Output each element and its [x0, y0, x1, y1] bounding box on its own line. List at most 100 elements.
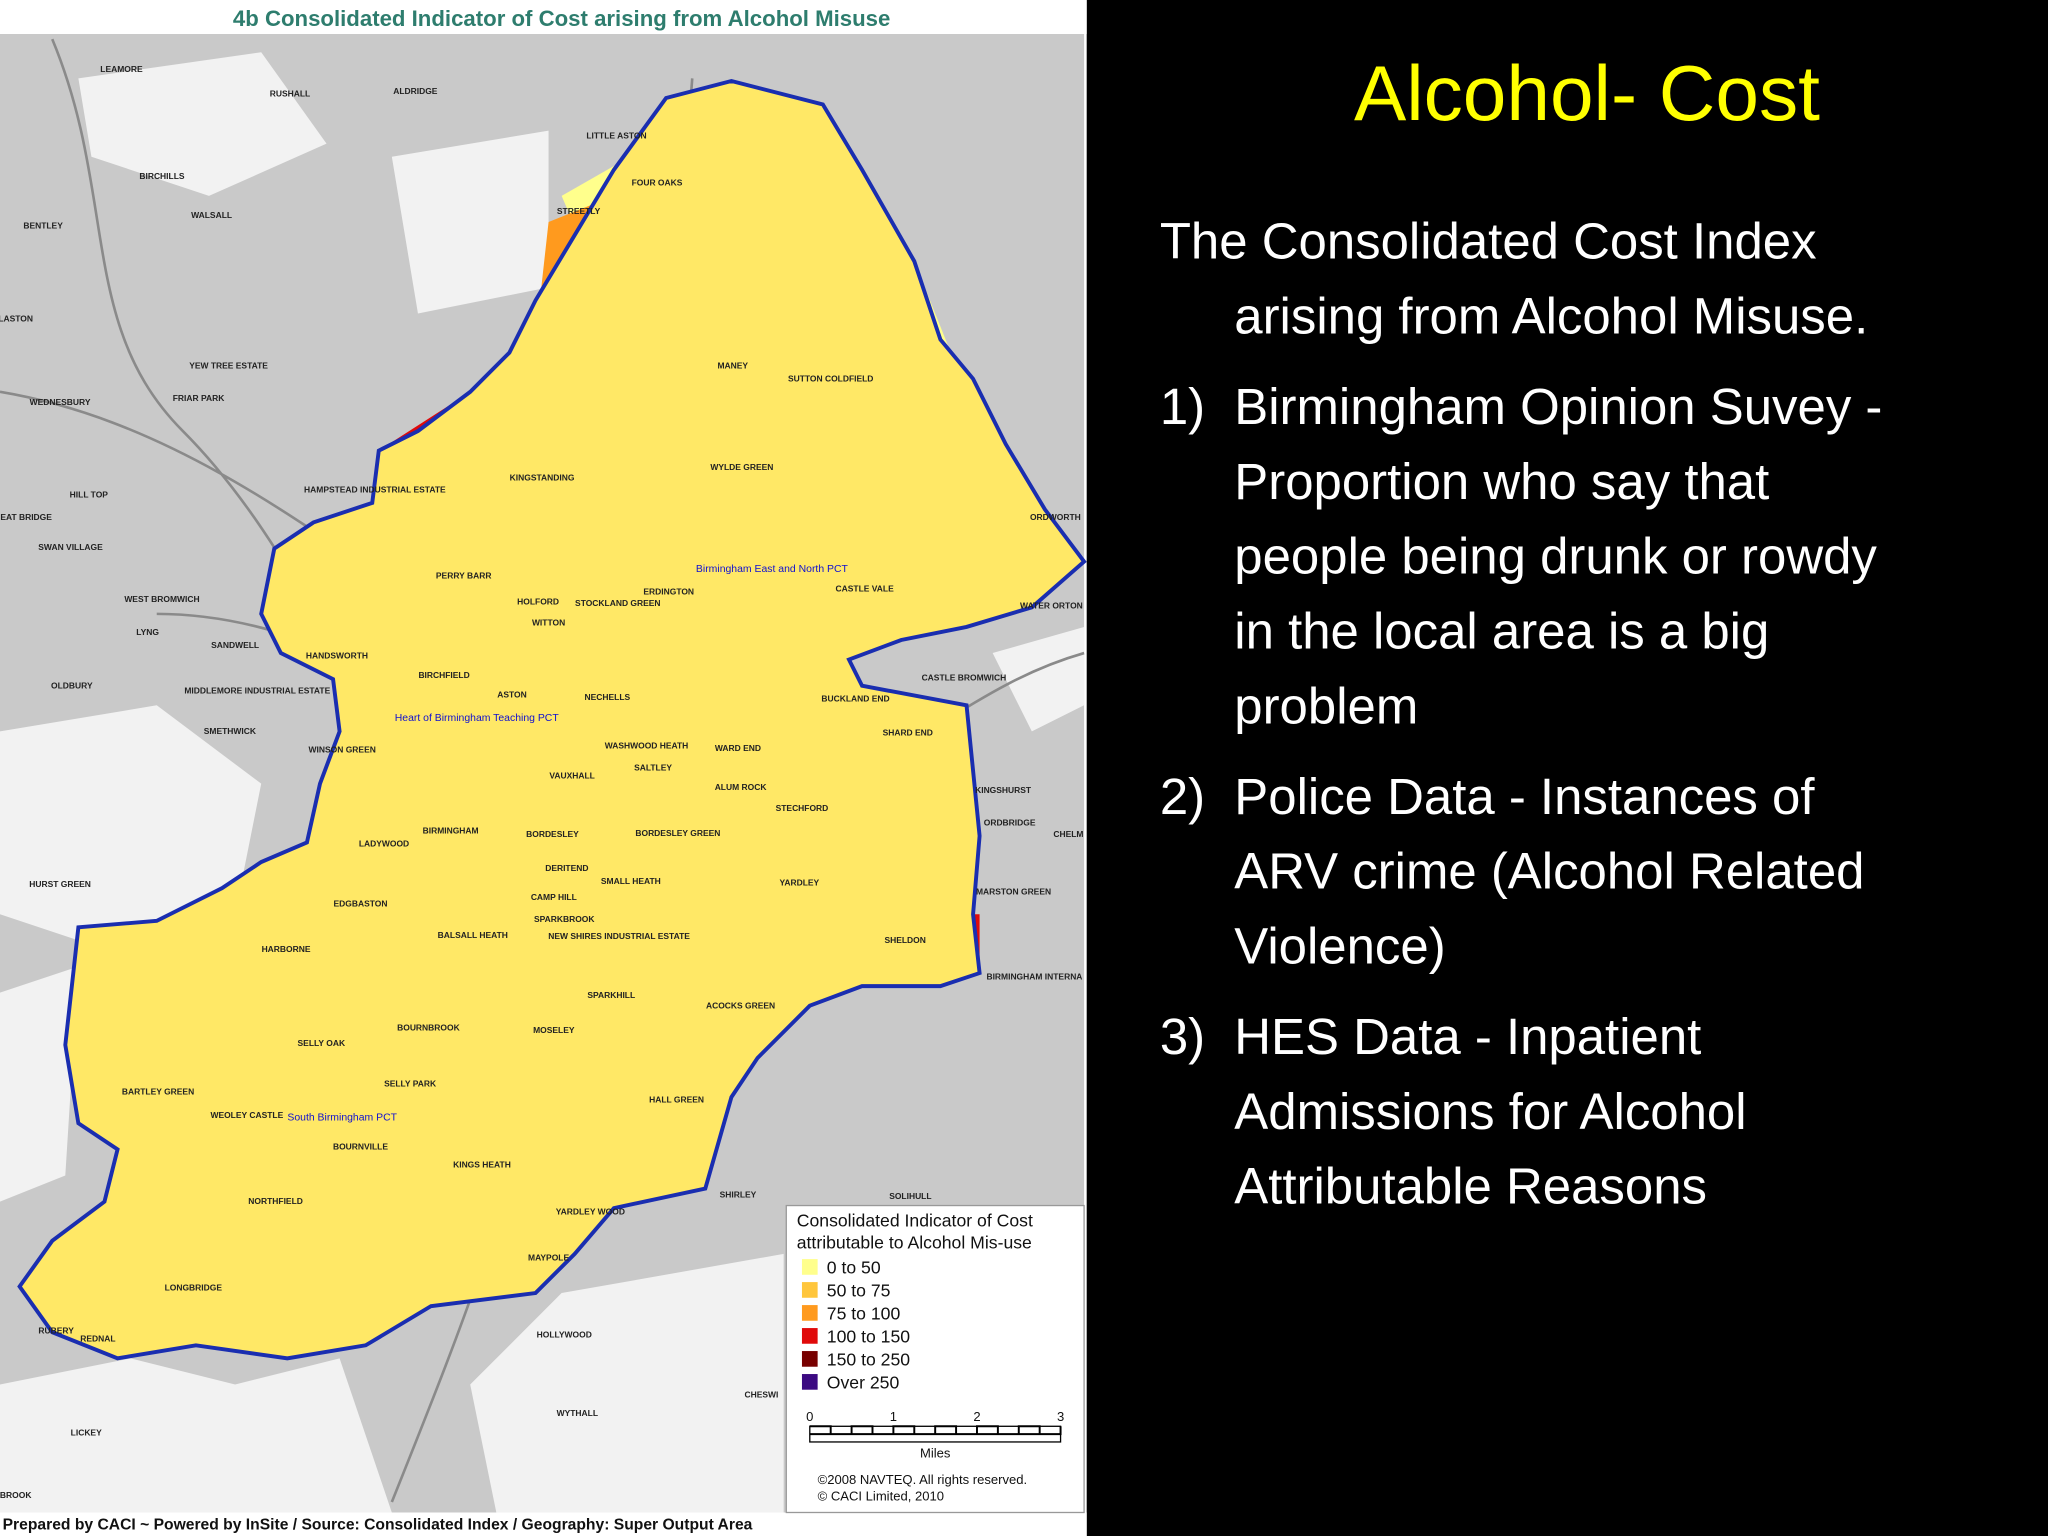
place-label: ORDWORTH — [1030, 512, 1081, 522]
place-label: MARSTON GREEN — [976, 887, 1051, 897]
map: 4b Consolidated Indicator of Cost arisin… — [0, 0, 1087, 1536]
place-label: WITTON — [532, 618, 565, 628]
legend-title: attributable to Alcohol Mis-use — [797, 1233, 1032, 1253]
place-label: SANDWELL — [211, 640, 259, 650]
place-label: HOLLYWOOD — [537, 1329, 592, 1339]
map-title-bar — [0, 0, 1087, 34]
place-label: ALDRIDGE — [393, 86, 438, 96]
copyright: ©2008 NAVTEQ. All rights reserved. — [818, 1472, 1028, 1487]
intro-line: arising from Alcohol Misuse. — [1234, 287, 1868, 344]
place-label: WASHWOOD HEATH — [605, 740, 689, 750]
scale-label: 1 — [890, 1409, 897, 1424]
item-number: 3) — [1160, 1008, 1205, 1065]
place-label: HILL TOP — [70, 490, 109, 500]
scale-unit: Miles — [920, 1446, 951, 1461]
place-label: WINSON GREEN — [309, 744, 376, 754]
place-label: LASTON — [0, 313, 33, 323]
place-label: LYNG — [136, 627, 159, 637]
place-label: MAYPOLE — [528, 1252, 569, 1262]
place-label: SMALL HEATH — [601, 876, 661, 886]
place-label: WARD END — [715, 743, 761, 753]
legend-label: 100 to 150 — [827, 1326, 911, 1346]
slide-body: The Consolidated Cost Index arising from … — [1160, 213, 1883, 1215]
place-label: SWAN VILLAGE — [38, 542, 103, 552]
place-label: CAMP HILL — [531, 892, 577, 902]
place-label: DERITEND — [545, 863, 588, 873]
place-label: MIDDLEMORE INDUSTRIAL ESTATE — [184, 686, 330, 696]
place-label: HARBORNE — [262, 944, 311, 954]
place-label: NECHELLS — [585, 692, 631, 702]
scale-bar — [809, 1425, 1062, 1443]
place-label: EDGBASTON — [334, 898, 388, 908]
legend-label: 0 to 50 — [827, 1257, 881, 1277]
place-label: REDNAL — [80, 1333, 115, 1343]
place-label: BUCKLAND END — [821, 693, 889, 703]
place-label: ACOCKS GREEN — [706, 1000, 775, 1010]
scale-pattern — [809, 1425, 1062, 1436]
place-label: VAUXHALL — [549, 770, 594, 780]
place-label: FOUR OAKS — [632, 177, 683, 187]
place-label: OLDBURY — [51, 680, 93, 690]
place-label: FRIAR PARK — [173, 393, 225, 403]
place-label: BROOK — [0, 1490, 32, 1500]
place-label: STOCKLAND GREEN — [575, 598, 660, 608]
place-label: BARTLEY GREEN — [122, 1087, 194, 1097]
place-label: WALSALL — [191, 210, 232, 220]
place-label: KINGSHURST — [975, 785, 1032, 795]
place-label: KINGSTANDING — [510, 473, 575, 483]
item-line: Admissions for Alcohol — [1234, 1083, 1746, 1140]
place-label: HAMPSTEAD INDUSTRIAL ESTATE — [304, 484, 446, 494]
place-label: BIRCHFIELD — [418, 670, 469, 680]
place-label: BORDESLEY GREEN — [635, 828, 720, 838]
place-label: HOLFORD — [517, 597, 559, 607]
place-label: BIRMINGHAM — [423, 825, 479, 835]
copyright: © CACI Limited, 2010 — [818, 1489, 944, 1504]
place-label: STECHFORD — [776, 803, 829, 813]
place-label: YARDLEY WOOD — [556, 1207, 625, 1217]
place-label: WATER ORTON — [1020, 601, 1083, 611]
legend-label: 75 to 100 — [827, 1303, 901, 1323]
place-label: SELLY OAK — [298, 1038, 346, 1048]
place-label: SMETHWICK — [204, 726, 257, 736]
map-title: 4b Consolidated Indicator of Cost arisin… — [233, 6, 890, 31]
item-number: 1) — [1160, 378, 1205, 435]
legend-title: Consolidated Indicator of Cost — [797, 1210, 1033, 1230]
item-line: Proportion who say that — [1234, 453, 1769, 510]
place-label: SPARKBROOK — [534, 914, 595, 924]
place-label: LITTLE ASTON — [586, 130, 646, 140]
place-label: ALUM ROCK — [715, 782, 768, 792]
place-label: KINGS HEATH — [453, 1160, 511, 1170]
legend: Consolidated Indicator of Cost attributab… — [797, 1210, 1064, 1503]
item-line: problem — [1234, 677, 1418, 734]
place-label: YEW TREE ESTATE — [189, 360, 268, 370]
place-label: BIRMINGHAM INTERNA — [986, 972, 1082, 982]
place-label: WYTHALL — [557, 1408, 598, 1418]
legend-swatch — [801, 1259, 818, 1275]
slide-title: Alcohol- Cost — [1354, 49, 1820, 137]
place-label: SALTLEY — [634, 763, 672, 773]
place-label: HALL GREEN — [649, 1094, 704, 1104]
place-label: WEST BROMWICH — [124, 594, 199, 604]
legend-swatch — [801, 1351, 818, 1367]
pct-label: South Birmingham PCT — [287, 1113, 397, 1124]
place-label: NEW SHIRES INDUSTRIAL ESTATE — [548, 931, 690, 941]
place-label: CASTLE BROMWICH — [922, 672, 1007, 682]
place-label: WEDNESBURY — [30, 397, 91, 407]
place-label: ORDBRIDGE — [984, 817, 1036, 827]
item-line: Police Data - Instances of — [1234, 768, 1815, 825]
legend-label: Over 250 — [827, 1372, 900, 1392]
place-label: MOSELEY — [533, 1025, 575, 1035]
item-line: Violence) — [1234, 918, 1445, 975]
place-label: SOLIHULL — [889, 1191, 931, 1201]
place-label: STREETLY — [557, 206, 601, 216]
scale-label: 0 — [806, 1409, 813, 1424]
legend-swatch — [801, 1328, 818, 1344]
place-label: PERRY BARR — [436, 571, 492, 581]
place-label: LICKEY — [71, 1427, 102, 1437]
place-label: LONGBRIDGE — [165, 1282, 223, 1292]
item-line: ARV crime (Alcohol Related — [1234, 843, 1864, 900]
place-label: EAT BRIDGE — [0, 512, 52, 522]
place-label: BOURNVILLE — [333, 1141, 388, 1151]
